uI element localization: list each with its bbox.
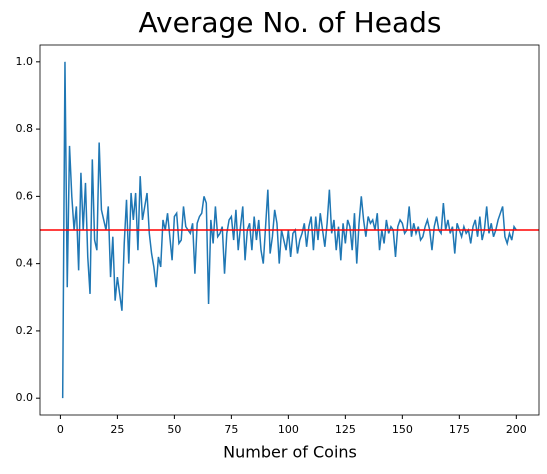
x-tick-label: 125 bbox=[335, 423, 356, 436]
x-tick-label: 25 bbox=[110, 423, 124, 436]
y-tick-label: 0.8 bbox=[16, 122, 34, 135]
chart-title: Average No. of Heads bbox=[139, 6, 442, 39]
x-tick-label: 100 bbox=[278, 423, 299, 436]
x-tick-label: 175 bbox=[449, 423, 470, 436]
x-axis-label: Number of Coins bbox=[223, 443, 357, 462]
x-tick-label: 150 bbox=[392, 423, 413, 436]
x-tick-label: 200 bbox=[506, 423, 527, 436]
y-tick-label: 0.0 bbox=[16, 391, 34, 404]
data-line bbox=[61, 61, 517, 399]
axes-frame bbox=[39, 44, 540, 416]
y-tick-label: 0.4 bbox=[16, 257, 34, 270]
x-tick-label: 75 bbox=[224, 423, 238, 436]
y-tick-label: 1.0 bbox=[16, 55, 34, 68]
x-tick-label: 0 bbox=[57, 423, 64, 436]
x-tick-label: 50 bbox=[167, 423, 181, 436]
y-tick-label: 0.2 bbox=[16, 324, 34, 337]
y-tick-label: 0.6 bbox=[16, 189, 34, 202]
